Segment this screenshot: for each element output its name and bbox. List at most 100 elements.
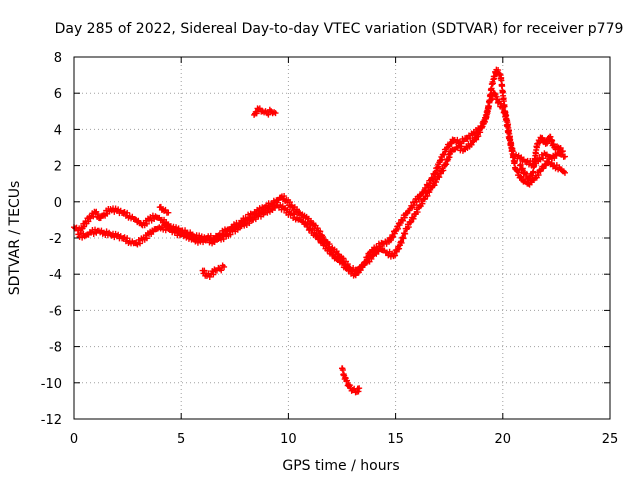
data-point xyxy=(314,225,321,232)
plot-frame xyxy=(73,56,611,420)
data-point xyxy=(370,252,377,259)
x-tick-label: 10 xyxy=(280,432,297,447)
data-point xyxy=(124,209,131,216)
data-point xyxy=(535,172,542,179)
data-point xyxy=(363,259,370,266)
data-point xyxy=(410,215,417,222)
data-point xyxy=(85,218,92,225)
data-points xyxy=(71,66,568,396)
y-tick-label: -8 xyxy=(49,341,62,356)
data-point xyxy=(124,235,131,242)
data-point xyxy=(95,211,102,218)
y-tick-label: -10 xyxy=(41,377,62,392)
data-point xyxy=(410,202,417,209)
data-point xyxy=(398,239,405,246)
data-point xyxy=(201,267,208,274)
data-point xyxy=(456,139,463,146)
data-point xyxy=(561,169,568,176)
data-point xyxy=(402,230,409,237)
data-point xyxy=(221,263,228,270)
data-point xyxy=(333,248,340,255)
data-point xyxy=(417,192,424,199)
grid-lines xyxy=(74,57,610,419)
data-point xyxy=(218,267,225,274)
data-point xyxy=(407,219,414,226)
x-tick-label: 0 xyxy=(70,432,78,447)
x-tick-label: 15 xyxy=(387,432,404,447)
data-point xyxy=(272,110,279,117)
data-point xyxy=(354,269,361,276)
data-point xyxy=(227,231,234,238)
data-point xyxy=(400,235,407,242)
data-point xyxy=(391,230,398,237)
data-point xyxy=(286,199,293,206)
data-point xyxy=(517,161,524,168)
data-point xyxy=(443,161,450,168)
x-axis-label: GPS time / hours xyxy=(282,458,399,474)
data-point xyxy=(349,267,356,274)
data-point xyxy=(436,174,443,181)
data-point xyxy=(313,233,320,240)
data-point xyxy=(559,148,566,155)
data-point xyxy=(414,209,421,216)
data-point xyxy=(498,100,505,107)
data-point xyxy=(293,206,300,213)
data-point xyxy=(143,235,150,242)
data-point xyxy=(525,180,532,187)
data-point xyxy=(317,228,324,235)
data-point xyxy=(305,222,312,229)
data-point xyxy=(540,155,547,162)
data-point xyxy=(346,382,353,389)
data-point xyxy=(311,229,318,236)
data-point xyxy=(390,233,397,240)
data-point xyxy=(421,196,428,203)
data-point xyxy=(210,271,217,278)
data-point xyxy=(539,134,546,141)
data-point xyxy=(399,217,406,224)
data-point xyxy=(253,110,260,117)
data-point xyxy=(519,165,526,172)
y-axis-label: SDTVAR / TECUs xyxy=(7,181,23,296)
y-tick-label: 0 xyxy=(54,196,62,211)
data-point xyxy=(440,167,447,174)
data-point xyxy=(517,173,524,180)
data-point xyxy=(516,162,523,169)
data-point xyxy=(433,178,440,185)
data-point xyxy=(355,388,362,395)
chart-title: Day 285 of 2022, Sidereal Day-to-day VTE… xyxy=(55,21,624,37)
data-point xyxy=(515,169,522,176)
x-tick-label: 25 xyxy=(602,432,619,447)
data-point xyxy=(445,143,452,150)
data-point xyxy=(401,214,408,221)
data-point xyxy=(468,141,475,148)
data-point xyxy=(542,162,549,169)
data-point xyxy=(81,223,88,230)
y-tick-label: 2 xyxy=(54,160,62,175)
y-tick-label: -6 xyxy=(49,304,62,319)
x-tick-label: 20 xyxy=(495,432,512,447)
data-point xyxy=(344,377,351,384)
data-point xyxy=(496,71,503,78)
data-point xyxy=(281,193,288,200)
data-point xyxy=(495,67,502,74)
data-point xyxy=(557,144,564,151)
y-tick-label: -12 xyxy=(41,413,62,428)
y-tick-label: 6 xyxy=(54,87,62,102)
y-tick-label: -2 xyxy=(49,232,62,247)
data-point xyxy=(431,182,438,189)
data-point xyxy=(318,237,325,244)
data-point xyxy=(165,209,172,216)
data-point xyxy=(424,192,431,199)
data-point xyxy=(291,211,298,218)
y-tick-label: 4 xyxy=(54,123,62,138)
data-point xyxy=(314,232,321,239)
data-point xyxy=(392,252,399,259)
data-point xyxy=(356,385,363,392)
data-point xyxy=(163,219,170,226)
data-point xyxy=(396,245,403,252)
data-point xyxy=(143,220,150,227)
y-tick-label: 8 xyxy=(54,51,62,66)
data-point xyxy=(561,153,568,160)
data-point xyxy=(419,200,426,207)
